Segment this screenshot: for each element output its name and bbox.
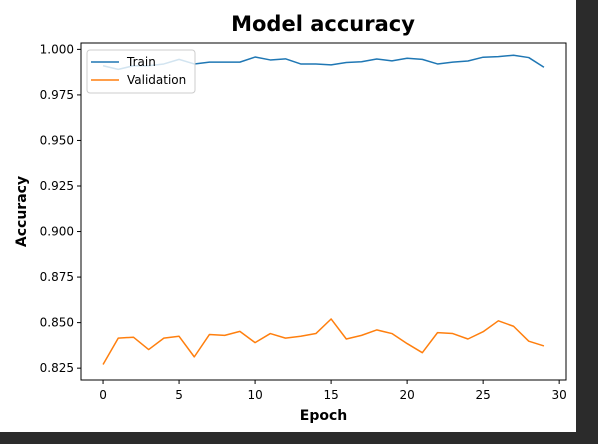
chart-svg: Model accuracy 0 5 10 15 20 25 30 0.8250.8500.… bbox=[14, 12, 567, 424]
x-tick-label: 30 bbox=[552, 388, 567, 402]
x-tick-label: 5 bbox=[175, 388, 183, 402]
x-axis-ticks: 0 5 10 15 20 25 30 bbox=[99, 380, 567, 402]
x-tick-label: 25 bbox=[475, 388, 490, 402]
chart-figure: Model accuracy 0 5 10 15 20 25 30 0.825 0.850 0.… bbox=[0, 0, 576, 432]
y-axis-ticks: 0.825 0.850 0.875 0.900 0.925 0.950 0.975 1.000 bbox=[40, 42, 81, 375]
y-tick-label: 0.925 bbox=[40, 179, 74, 193]
y-tick-label: 1.000 bbox=[40, 42, 74, 56]
series-line-validation bbox=[102, 318, 545, 365]
y-axis-label: Accuracy bbox=[14, 176, 30, 247]
plot-area-frame bbox=[80, 42, 567, 381]
legend-box bbox=[86, 49, 196, 94]
y-tick-label: 0.875 bbox=[40, 270, 74, 284]
legend-label-validation: Validation bbox=[127, 73, 186, 87]
y-tick-label: 0.825 bbox=[40, 361, 74, 375]
legend: Train Validation bbox=[86, 49, 196, 94]
series-layer bbox=[102, 54, 545, 365]
x-tick-label: 10 bbox=[247, 388, 262, 402]
y-tick-label: 0.900 bbox=[40, 225, 74, 239]
chart-title: Model accuracy bbox=[231, 12, 415, 36]
legend-label-train: Train bbox=[126, 55, 156, 69]
x-axis-label: Epoch bbox=[300, 408, 347, 424]
x-tick-label: 0 bbox=[99, 388, 107, 402]
y-tick-label: 0.850 bbox=[40, 316, 74, 330]
x-tick-label: 20 bbox=[399, 388, 414, 402]
x-tick-label: 15 bbox=[323, 388, 338, 402]
y-tick-label: 0.950 bbox=[40, 133, 74, 147]
y-tick-label: 0.975 bbox=[40, 88, 74, 102]
